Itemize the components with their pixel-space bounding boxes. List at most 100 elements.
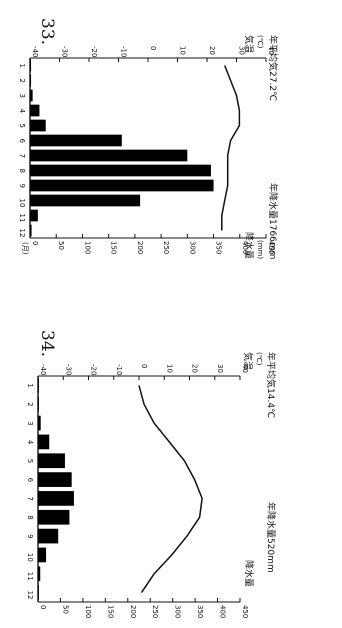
month-tick-label: 6 <box>18 139 26 144</box>
precip-bar <box>38 378 39 393</box>
annual-temp-label: 年平均気27.2℃ <box>267 35 279 101</box>
month-axis-unit: (月) <box>21 242 29 255</box>
temperature-line <box>138 385 203 594</box>
precip-tick-label: 350 <box>196 605 204 618</box>
month-tick-label: 8 <box>18 169 26 173</box>
month-tick-label: 4 <box>26 440 34 445</box>
precip-bar <box>30 59 32 72</box>
month-tick-label: 4 <box>18 109 26 114</box>
precip-bar <box>38 528 59 544</box>
precip-bar <box>38 585 39 600</box>
plot-area-34: -40 -30 -20 -10 0 10 20 30 400 50 100 150 200 250 300 3… <box>26 364 249 618</box>
precip-axis-label: 降水量 <box>243 232 255 259</box>
precip-bar <box>30 134 122 147</box>
temp-tick-label: 0 <box>140 364 148 368</box>
month-tick-label: 1 <box>18 64 26 68</box>
temp-tick-label: 20 <box>191 364 199 373</box>
precip-tick-label: 150 <box>106 605 114 618</box>
month-tick-label: 10 <box>18 199 26 208</box>
precip-bar <box>38 396 39 412</box>
precip-tick-label: 250 <box>151 605 159 618</box>
precip-tick-label: 150 <box>110 241 118 254</box>
month-tick-label: 6 <box>26 478 34 483</box>
chart-number: 33. <box>37 18 57 45</box>
month-tick-label: 2 <box>26 402 34 406</box>
precip-bar <box>30 209 38 222</box>
precip-tick-label: 300 <box>188 241 196 254</box>
precip-tick-label: 200 <box>136 241 144 254</box>
precip-tick-label: 50 <box>57 241 65 250</box>
precip-tick-label: 50 <box>61 605 69 614</box>
temp-axis-unit: (℃) <box>256 35 264 49</box>
precip-bar <box>30 119 46 132</box>
temperature-line <box>221 65 241 231</box>
temp-tick-label: 0 <box>149 46 157 50</box>
month-tick-label: 3 <box>18 94 26 98</box>
precip-tick-label: 450 <box>241 605 249 618</box>
precip-bar <box>38 547 47 563</box>
precip-bar <box>30 194 141 207</box>
precip-bar <box>38 434 50 450</box>
climate-chart-34: 34. 年平均気14.4℃ 年降水量520mm (℃) 気温 降水量 -40 -3… <box>26 330 277 618</box>
temp-tick-label: -20 <box>90 46 98 57</box>
precip-tick-label: 100 <box>83 241 91 254</box>
month-tick-label: 9 <box>18 184 26 188</box>
precip-tick-label: 100 <box>84 605 92 618</box>
precip-tick-label: 350 <box>215 241 223 254</box>
temp-tick-label: 40 <box>241 364 249 373</box>
precip-tick-label: 450 <box>267 241 275 254</box>
month-tick-label: 8 <box>26 515 34 519</box>
temp-tick-label: 10 <box>179 46 187 55</box>
precip-tick-label: 400 <box>241 241 249 254</box>
chart-number: 34. <box>37 330 57 357</box>
precip-tick-label: 300 <box>174 605 182 618</box>
precip-bar <box>30 164 211 177</box>
month-tick-label: 7 <box>26 496 34 500</box>
precip-bar <box>38 453 65 469</box>
annual-precip-label: 年降水量1766mm <box>267 183 279 259</box>
precip-axis-unit: (mm) <box>256 240 264 259</box>
month-tick-label: 11 <box>18 214 26 223</box>
temp-tick-label: 30 <box>216 364 224 373</box>
temp-axis-unit: (℃) <box>255 352 263 366</box>
precip-bar <box>38 472 72 487</box>
precip-bar <box>38 415 41 431</box>
month-tick-label: 2 <box>18 79 26 83</box>
temp-tick-label: -10 <box>115 364 123 375</box>
temp-tick-label: -40 <box>31 46 39 57</box>
precip-tick-label: 0 <box>31 241 39 245</box>
month-tick-label: 5 <box>18 124 26 128</box>
precip-bar <box>38 491 74 506</box>
precip-tick-label: 400 <box>219 605 227 618</box>
precip-bar <box>38 566 41 582</box>
temp-tick-label: -20 <box>90 364 98 375</box>
precip-bar <box>30 74 32 87</box>
month-tick-label: 5 <box>26 459 34 463</box>
temp-tick-label: 20 <box>208 46 216 55</box>
precip-bar <box>30 104 40 117</box>
precip-bar <box>30 224 32 237</box>
month-tick-label: 12 <box>26 591 34 600</box>
temp-tick-label: 10 <box>165 364 173 373</box>
month-tick-label: 7 <box>18 154 26 158</box>
precip-bar <box>38 509 70 525</box>
temp-tick-label: -30 <box>64 364 72 375</box>
month-tick-label: 3 <box>26 421 34 425</box>
temp-tick-label: -10 <box>120 46 128 57</box>
annual-temp-label: 年平均気14.4℃ <box>265 352 277 418</box>
plot-area-33: -40 -30 -20 -10 0 10 20 30 400 50 100 150 200 250 300 3… <box>18 46 275 254</box>
month-tick-label: 9 <box>26 534 34 538</box>
annual-precip-label: 年降水量520mm <box>265 502 277 573</box>
temp-axis-label: 気温 <box>243 35 255 53</box>
precip-bar <box>30 149 188 162</box>
precip-tick-label: 0 <box>39 605 47 609</box>
precip-bar <box>30 89 33 102</box>
temp-tick-label: 30 <box>238 46 246 55</box>
precip-axis-label: 降水量 <box>243 560 255 587</box>
month-tick-label: 1 <box>26 383 34 387</box>
temp-axis-label: 気温 <box>242 352 254 370</box>
temp-tick-label: -30 <box>61 46 69 57</box>
month-tick-label: 12 <box>18 229 26 238</box>
precip-tick-label: 250 <box>162 241 170 254</box>
